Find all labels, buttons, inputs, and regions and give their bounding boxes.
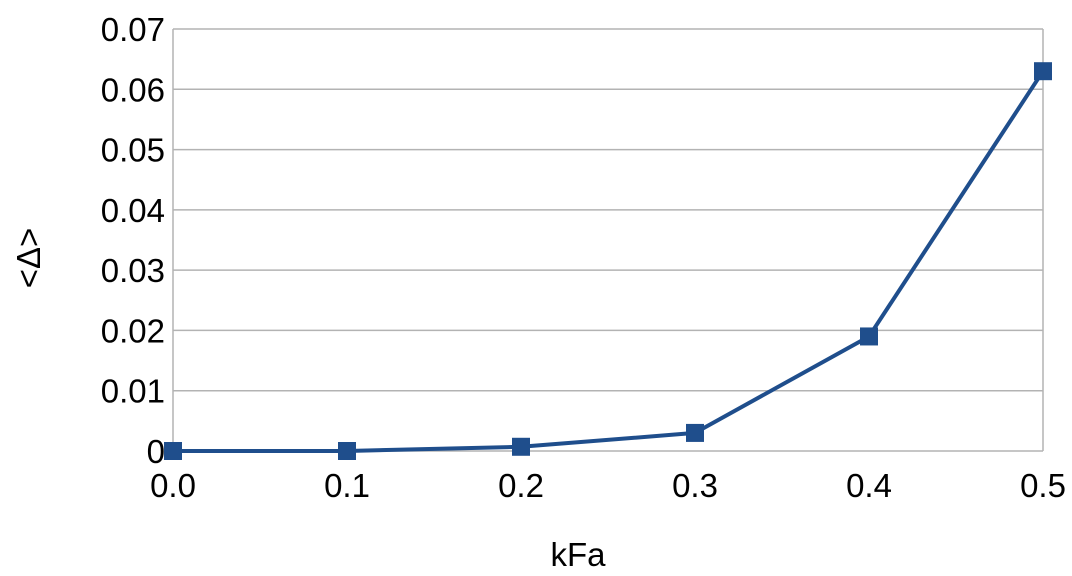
y-tick-label: 0.01 bbox=[101, 373, 165, 410]
x-tick-label: 0.4 bbox=[846, 467, 892, 504]
y-tick-label: 0.04 bbox=[101, 192, 165, 229]
y-tick-label: 0.07 bbox=[101, 11, 165, 48]
axes bbox=[172, 29, 1044, 451]
data-point-marker bbox=[686, 423, 704, 442]
x-tick-label: 0.2 bbox=[498, 467, 544, 504]
y-tick-label: 0.02 bbox=[101, 312, 165, 349]
y-axis-title: <Δ> bbox=[10, 228, 47, 289]
data-point-marker bbox=[338, 442, 356, 460]
x-tick-label: 0.1 bbox=[324, 467, 370, 504]
y-tick-labels: 0 0.01 0.02 0.03 0.04 0.05 0.06 0.07 bbox=[101, 11, 165, 470]
data-point-marker bbox=[164, 442, 182, 460]
series-layer bbox=[164, 62, 1052, 460]
x-tick-label: 0.3 bbox=[672, 467, 718, 504]
data-point-marker bbox=[1034, 62, 1052, 81]
grid-lines bbox=[173, 28, 1043, 452]
y-tick-label: 0.03 bbox=[101, 252, 165, 289]
x-tick-labels: 0.0 0.1 0.2 0.3 0.4 0.5 bbox=[150, 467, 1066, 504]
y-tick-label: 0.06 bbox=[101, 71, 165, 108]
y-tick-label: 0 bbox=[147, 433, 165, 470]
x-tick-label: 0.0 bbox=[150, 467, 196, 504]
data-point-marker bbox=[512, 437, 530, 456]
y-tick-label: 0.05 bbox=[101, 132, 165, 169]
data-point-marker bbox=[860, 327, 878, 346]
series-line bbox=[173, 70, 1045, 453]
x-tick-label: 0.5 bbox=[1020, 467, 1066, 504]
x-axis-title: kFa bbox=[550, 536, 606, 573]
